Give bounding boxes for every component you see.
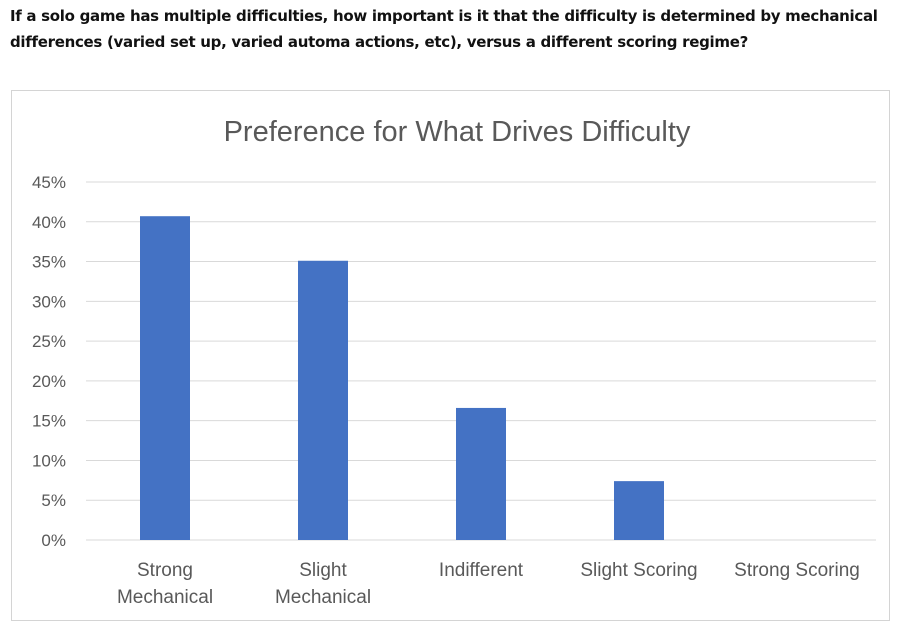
bar [298, 260, 348, 540]
y-tick-label: 45% [32, 173, 66, 192]
chart-title: Preference for What Drives Difficulty [224, 116, 691, 148]
y-tick-label: 0% [41, 531, 66, 550]
bar [456, 407, 506, 540]
y-axis-ticks: 0% 5% 10% 15% 20% 25% 30% 35% 40% 45% [32, 173, 66, 550]
y-tick-label: 5% [41, 491, 66, 510]
y-tick-label: 25% [32, 332, 66, 351]
x-category-label: Mechanical [275, 587, 371, 608]
y-tick-label: 40% [32, 213, 66, 232]
x-category-label: Strong Scoring [734, 560, 860, 581]
bar [140, 216, 190, 540]
y-tick-label: 30% [32, 292, 66, 311]
bars [140, 216, 664, 540]
survey-question: If a solo game has multiple difficulties… [10, 7, 878, 51]
x-category-label: Slight [299, 560, 347, 581]
bar [614, 481, 664, 540]
x-category-label: Mechanical [117, 587, 213, 608]
y-tick-label: 35% [32, 253, 66, 272]
y-tick-label: 10% [32, 451, 66, 470]
y-tick-label: 20% [32, 372, 66, 391]
x-category-label: Indifferent [439, 560, 524, 581]
x-category-label: Slight Scoring [580, 560, 697, 581]
x-axis-labels: Strong Mechanical Slight Mechanical Indiffer… [117, 560, 860, 608]
y-tick-label: 15% [32, 412, 66, 431]
x-category-label: Strong [137, 560, 193, 581]
